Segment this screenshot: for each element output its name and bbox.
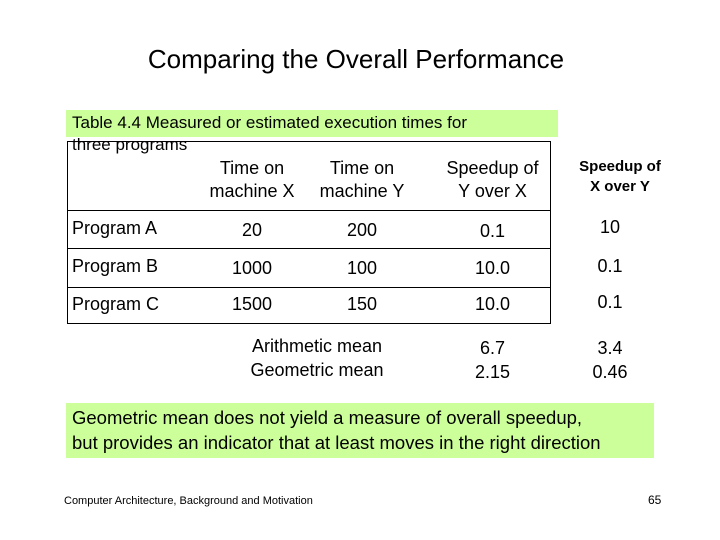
header-speedup-y-over-x: Speedup of Y over X — [446, 158, 539, 201]
cell-speedup-x-over-y: 0.1 — [597, 256, 623, 276]
cell-speedup-y-over-x: 10.0 — [474, 258, 511, 278]
table-header-divider — [67, 210, 551, 211]
means-speedup-x-over-y: 3.4 0.46 — [550, 336, 670, 384]
table-caption: Table 4.4 Measured or estimated executio… — [66, 110, 558, 137]
cell-speedup-y-over-x: 10.0 — [474, 294, 511, 314]
means-speedup-y-over-x: 6.7 2.15 — [430, 336, 555, 384]
geometric-mean-value: 0.46 — [592, 362, 628, 382]
table-caption-continued: three programs — [72, 135, 188, 154]
header-time-machine-y: Time on machine Y — [319, 158, 405, 201]
footer-text: Computer Architecture, Background and Mo… — [64, 495, 313, 507]
slide-title: Comparing the Overall Performance — [147, 44, 565, 74]
row-label-program-a: Program A — [72, 218, 158, 238]
cell-time-y: 150 — [346, 294, 378, 314]
cell-speedup-y-over-x: 0.1 — [479, 221, 506, 241]
table-frame — [67, 141, 551, 324]
arithmetic-mean-value: 6.7 — [479, 338, 506, 358]
note-line: but provides an indicator that at least … — [72, 432, 601, 453]
cell-time-x: 20 — [241, 220, 263, 240]
cell-time-x: 1000 — [231, 258, 273, 278]
arithmetic-mean-label: Arithmetic mean — [251, 336, 383, 356]
cell-time-y: 100 — [346, 258, 378, 278]
row-label-program-c: Program C — [72, 294, 160, 314]
page-number: 65 — [648, 493, 662, 507]
means-labels: Arithmetic mean Geometric mean — [222, 334, 412, 382]
arithmetic-mean-value: 3.4 — [597, 338, 623, 358]
cell-speedup-x-over-y: 10 — [599, 217, 621, 237]
header-speedup-x-over-y: Speedup of X over Y — [579, 158, 661, 195]
cell-speedup-x-over-y: 0.1 — [597, 292, 623, 312]
geometric-mean-value: 2.15 — [474, 362, 511, 382]
cell-time-y: 200 — [346, 220, 378, 240]
geometric-mean-note: Geometric mean does not yield a measure … — [66, 403, 654, 458]
row-label-program-b: Program B — [72, 256, 159, 276]
table-row-divider — [67, 248, 551, 249]
cell-time-x: 1500 — [231, 294, 273, 314]
header-time-machine-x: Time on machine X — [209, 158, 295, 201]
note-line: Geometric mean does not yield a measure … — [72, 407, 583, 428]
geometric-mean-label: Geometric mean — [250, 360, 384, 380]
table-row-divider — [67, 287, 551, 288]
